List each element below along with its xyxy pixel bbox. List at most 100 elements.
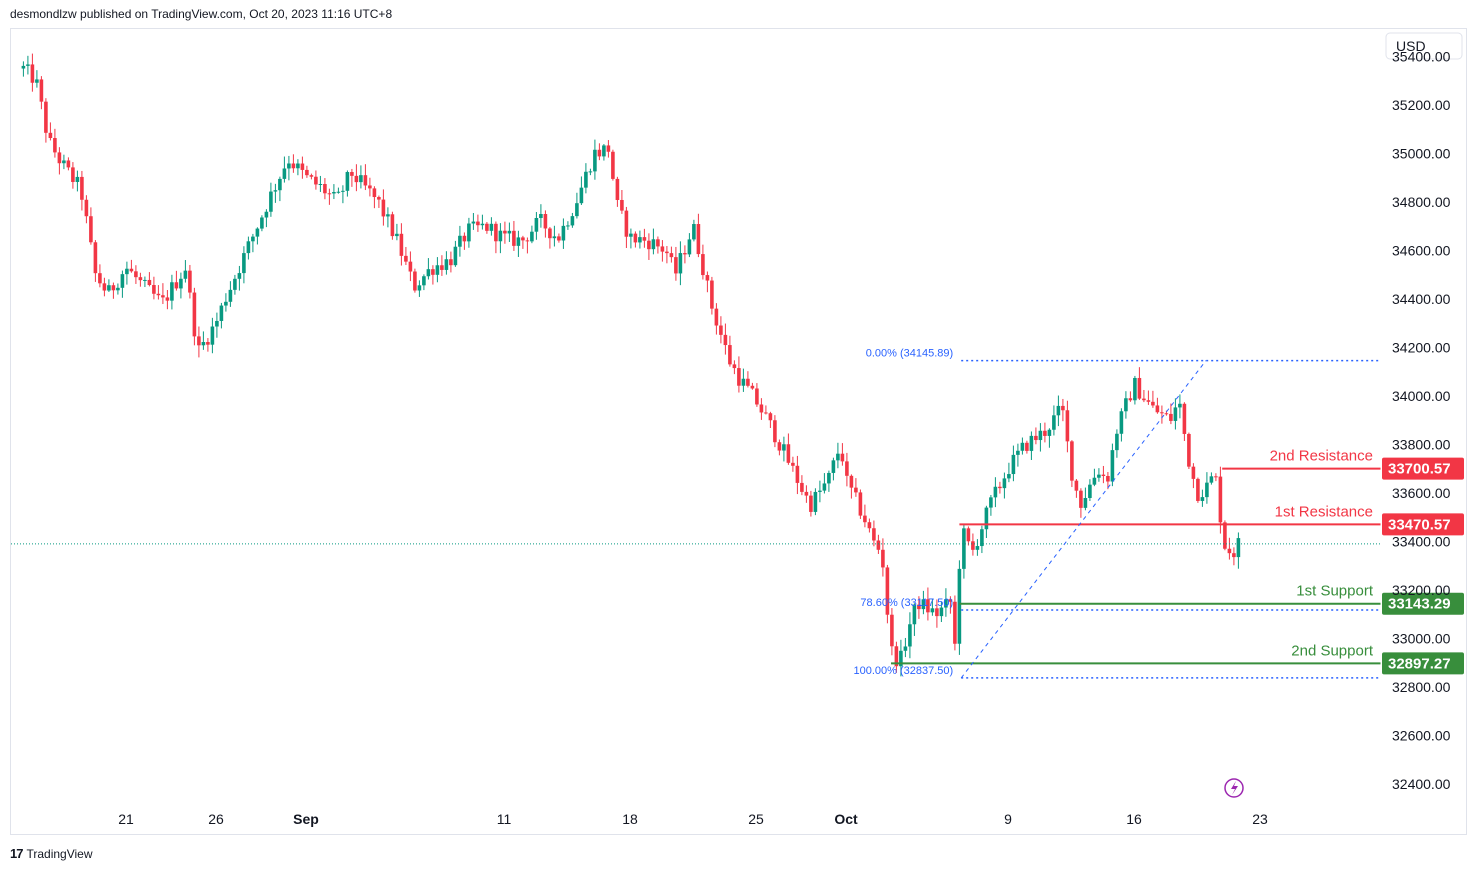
candle-body bbox=[39, 79, 44, 102]
time-tick-label: Oct bbox=[834, 811, 858, 827]
axis-group: USD 35400.00 35200.00 35000.00 34800.00 3460… bbox=[11, 29, 1463, 834]
candle-body bbox=[507, 230, 512, 234]
fib-trend-line[interactable] bbox=[960, 360, 1207, 679]
candle-body bbox=[269, 191, 273, 212]
level-price-badge bbox=[1382, 457, 1464, 480]
candle-body bbox=[795, 465, 800, 483]
candle-body bbox=[444, 259, 449, 270]
candle-body bbox=[813, 491, 818, 512]
candle-body bbox=[1047, 429, 1052, 436]
candle-body bbox=[1029, 435, 1034, 451]
candle-body bbox=[885, 567, 890, 615]
candle-body bbox=[1092, 477, 1097, 485]
candle-body bbox=[588, 171, 593, 173]
price-chart[interactable]: 2nd Resistance 33700.57 1st Resistance 3347… bbox=[11, 29, 1466, 834]
candle-body bbox=[926, 599, 930, 613]
candle-body bbox=[1218, 476, 1223, 523]
candle-body bbox=[755, 388, 759, 405]
candle-body bbox=[764, 412, 768, 414]
candle-body bbox=[629, 233, 633, 237]
candle-body bbox=[1209, 476, 1214, 483]
candle-body bbox=[723, 334, 728, 346]
candle-body bbox=[359, 175, 363, 183]
candle-body bbox=[971, 541, 975, 550]
candle-body bbox=[399, 233, 404, 256]
candle-body bbox=[872, 528, 876, 541]
candle-body bbox=[620, 199, 624, 211]
candle-body bbox=[381, 199, 386, 217]
candle-body bbox=[854, 487, 858, 493]
candle-body bbox=[1196, 478, 1200, 501]
candle-body bbox=[242, 253, 246, 274]
candle-body bbox=[323, 184, 327, 194]
candle-body bbox=[476, 221, 480, 226]
candle-body bbox=[125, 268, 129, 275]
candle-body bbox=[732, 364, 737, 369]
candle-body bbox=[849, 475, 854, 488]
level-price-badge bbox=[1382, 652, 1464, 675]
candle-body bbox=[1236, 538, 1241, 558]
candle-body bbox=[363, 175, 368, 186]
currency-box[interactable] bbox=[1385, 32, 1463, 60]
candle-body bbox=[134, 271, 138, 278]
candle-body bbox=[858, 492, 863, 516]
candle-body bbox=[998, 486, 1002, 489]
candle-body bbox=[1160, 412, 1164, 414]
candle-body bbox=[1043, 430, 1047, 436]
candle-body bbox=[296, 163, 300, 169]
candle-body bbox=[899, 650, 903, 667]
candle-body bbox=[548, 228, 552, 239]
candle-body bbox=[440, 265, 444, 270]
candle-body bbox=[354, 175, 359, 183]
lightning-icon[interactable] bbox=[1224, 778, 1244, 798]
candle-body bbox=[449, 259, 453, 266]
candle-body bbox=[1232, 553, 1236, 558]
candle-body bbox=[993, 486, 998, 498]
price-tick-label: 34800.00 bbox=[1392, 194, 1451, 210]
candle-body bbox=[1173, 407, 1178, 421]
candle-body bbox=[210, 326, 215, 345]
candle-body bbox=[831, 460, 836, 473]
candle-body bbox=[543, 214, 548, 229]
candle-body bbox=[930, 608, 935, 613]
candle-body bbox=[948, 599, 953, 602]
candle-body bbox=[152, 285, 156, 294]
level-price-badge-text: 33700.57 bbox=[1388, 461, 1451, 478]
candle-body bbox=[341, 190, 345, 192]
candle-body bbox=[197, 336, 201, 346]
candle-body bbox=[1088, 484, 1092, 498]
candle-body bbox=[786, 444, 791, 463]
candle-body bbox=[498, 230, 503, 242]
level-name-label: 1st Resistance bbox=[1275, 503, 1373, 520]
candle-body bbox=[345, 172, 350, 191]
candle-body bbox=[30, 64, 35, 83]
candle-body bbox=[192, 292, 197, 337]
candle-body bbox=[683, 253, 687, 255]
candle-body bbox=[1142, 398, 1146, 401]
candle-body bbox=[372, 188, 377, 198]
candle-body bbox=[390, 214, 395, 237]
candle-body bbox=[174, 282, 179, 289]
candle-body bbox=[255, 228, 260, 237]
candle-body bbox=[26, 64, 30, 66]
candle-body bbox=[1020, 442, 1025, 451]
candle-body bbox=[1034, 435, 1038, 441]
candle-body bbox=[890, 614, 894, 647]
candle-body bbox=[336, 191, 341, 193]
candle-body bbox=[804, 491, 809, 496]
candle-body bbox=[741, 378, 746, 386]
candle-body bbox=[737, 368, 741, 386]
candle-body bbox=[1002, 478, 1007, 489]
candle-body bbox=[935, 608, 939, 617]
candle-body bbox=[206, 342, 210, 345]
candle-body bbox=[1106, 475, 1110, 482]
tradingview-brand[interactable]: TradingView bbox=[26, 846, 93, 861]
tradingview-logo[interactable]: 17 bbox=[10, 846, 24, 861]
candle-body bbox=[426, 269, 431, 277]
candle-body bbox=[1070, 441, 1074, 481]
candle-body bbox=[597, 149, 602, 157]
candle-body bbox=[602, 145, 606, 157]
candle-body bbox=[1214, 476, 1218, 478]
candle-body bbox=[368, 185, 372, 189]
candle-body bbox=[624, 210, 629, 237]
